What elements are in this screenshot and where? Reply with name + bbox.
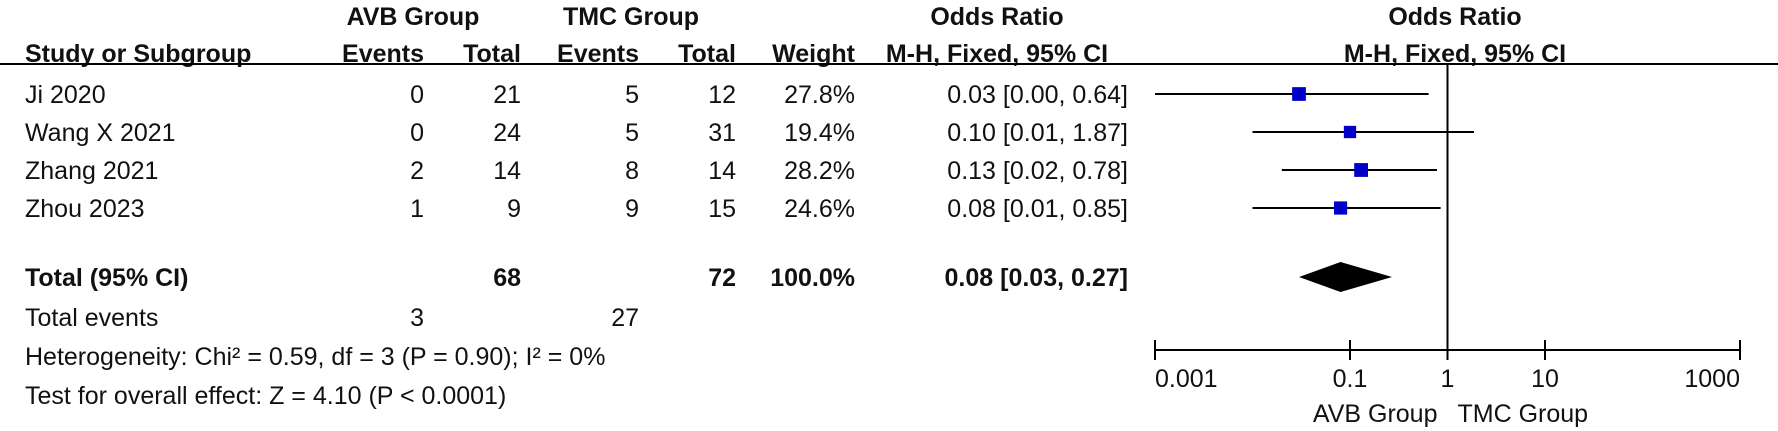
study-row-ji-2020: Ji 2020 0 21 5 12 27.8% 0.03 [0.00, 0.64… — [25, 81, 1128, 109]
x-axis-tick-label: 1000 — [1684, 365, 1740, 393]
group2-events: 9 — [625, 195, 639, 223]
group2-events: 5 — [625, 119, 639, 147]
study-row-zhang-2021: Zhang 2021 2 14 8 14 28.2% 0.13 [0.02, 0… — [25, 157, 1128, 185]
group2-total: 12 — [708, 81, 736, 109]
study-ci: 0.08 [0.01, 0.85] — [947, 195, 1128, 223]
total-label: Total (95% CI) — [25, 264, 188, 292]
study-weight: 24.6% — [784, 195, 855, 223]
total-events-group1: 3 — [410, 304, 424, 332]
study-marker — [1354, 163, 1369, 177]
study-name: Zhou 2023 — [25, 195, 145, 223]
study-row-wang-x-2021: Wang X 2021 0 24 5 31 19.4% 0.10 [0.01, … — [25, 119, 1128, 147]
study-weight: 19.4% — [784, 119, 855, 147]
total-row: Total (95% CI) 68 72 100.0% 0.08 [0.03, … — [25, 264, 1128, 292]
favours-right-label: TMC Group — [1458, 400, 1589, 428]
forest-plot-area: 0.001 0.1 1 10 1000 AVB Group TMC Group — [1154, 64, 1741, 428]
study-weight: 28.2% — [784, 157, 855, 185]
group1-total: 9 — [507, 195, 521, 223]
study-marker — [1292, 87, 1306, 101]
group2-header: TMC Group — [563, 3, 699, 31]
total-ci: 0.08 [0.03, 0.27] — [945, 264, 1128, 292]
study-marker — [1343, 125, 1357, 139]
study-weight: 27.8% — [784, 81, 855, 109]
study-row-zhou-2023: Zhou 2023 1 9 9 15 24.6% 0.08 [0.01, 0.8… — [25, 195, 1128, 223]
group2-total: 15 — [708, 195, 736, 223]
study-name: Zhang 2021 — [25, 157, 158, 185]
group2-events: 5 — [625, 81, 639, 109]
overall-effect-text: Test for overall effect: Z = 4.10 (P < 0… — [25, 382, 506, 410]
group2-total: 14 — [708, 157, 736, 185]
group1-total: 21 — [493, 81, 521, 109]
study-marker — [1333, 201, 1348, 215]
group1-total: 24 — [493, 119, 521, 147]
odds-ratio-header: Odds Ratio — [930, 3, 1063, 31]
group1-total: 14 — [493, 157, 521, 185]
total-group1: 68 — [493, 264, 521, 292]
x-axis-tick-label: 1 — [1441, 365, 1455, 393]
group2-events: 8 — [625, 157, 639, 185]
group1-events: 1 — [410, 195, 424, 223]
favours-left-label: AVB Group — [1313, 400, 1438, 428]
pooled-diamond — [1299, 262, 1393, 292]
x-axis-tick-label: 0.001 — [1155, 365, 1218, 393]
total-weight: 100.0% — [770, 264, 855, 292]
study-name: Wang X 2021 — [25, 119, 176, 147]
x-axis-tick-label: 0.1 — [1333, 365, 1368, 393]
study-name: Ji 2020 — [25, 81, 106, 109]
x-axis-tick-label: 10 — [1531, 365, 1559, 393]
group1-events: 0 — [410, 119, 424, 147]
heterogeneity-text: Heterogeneity: Chi² = 0.59, df = 3 (P = … — [25, 343, 605, 371]
group1-events: 2 — [410, 157, 424, 185]
total-group2: 72 — [708, 264, 736, 292]
group2-total: 31 — [708, 119, 736, 147]
odds-ratio-plot-header: Odds Ratio — [1388, 3, 1521, 31]
study-ci: 0.03 [0.00, 0.64] — [947, 81, 1128, 109]
total-events-group2: 27 — [611, 304, 639, 332]
total-events-label: Total events — [25, 304, 158, 332]
total-events-row: Total events 3 27 — [25, 304, 639, 332]
study-ci: 0.13 [0.02, 0.78] — [947, 157, 1128, 185]
study-ci: 0.10 [0.01, 1.87] — [947, 119, 1128, 147]
group1-events: 0 — [410, 81, 424, 109]
group1-header: AVB Group — [347, 3, 480, 31]
